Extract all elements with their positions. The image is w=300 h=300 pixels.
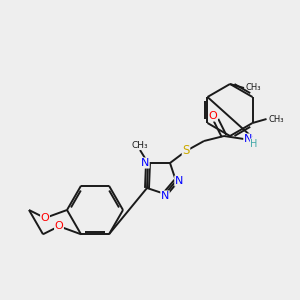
Text: S: S: [182, 145, 190, 158]
Text: O: O: [55, 221, 63, 231]
Text: O: O: [208, 111, 217, 121]
Text: CH₃: CH₃: [246, 83, 262, 92]
Text: N: N: [141, 158, 149, 168]
Text: O: O: [40, 213, 50, 223]
Text: N: N: [244, 134, 252, 144]
Text: H: H: [250, 139, 258, 149]
Text: CH₃: CH₃: [132, 140, 148, 149]
Text: N: N: [175, 176, 183, 186]
Text: N: N: [161, 191, 169, 201]
Text: CH₃: CH₃: [268, 115, 284, 124]
